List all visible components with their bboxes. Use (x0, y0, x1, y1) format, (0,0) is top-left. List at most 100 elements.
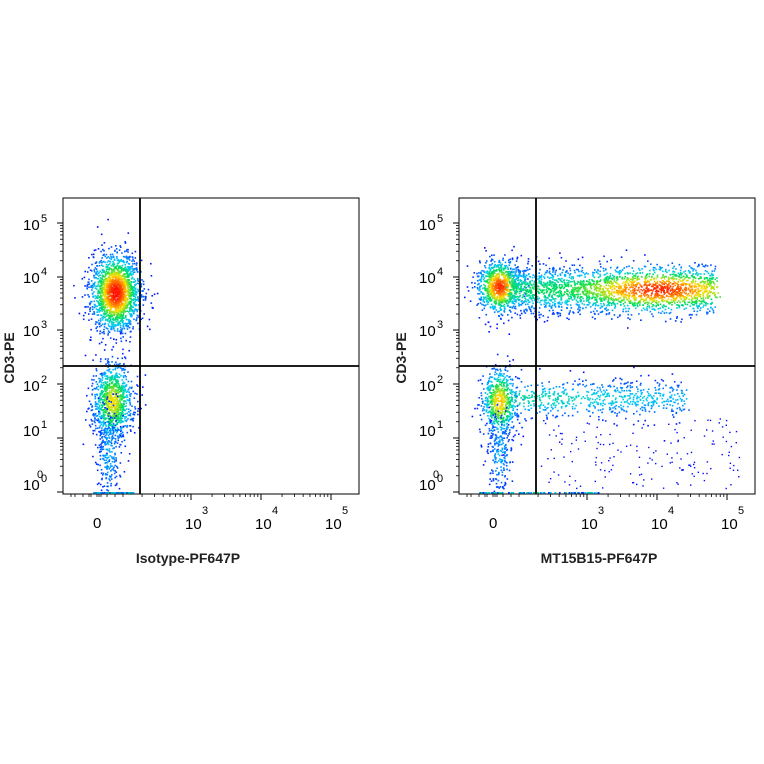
event-dot (101, 261, 104, 264)
event-dot (132, 271, 135, 274)
event-dot (120, 313, 122, 316)
event-dot (90, 418, 93, 421)
event-dot (508, 297, 511, 300)
event-dot (686, 294, 688, 296)
event-dot (103, 492, 106, 494)
event-dot (114, 429, 117, 431)
event-dot (127, 276, 130, 278)
event-dot (503, 281, 506, 283)
event-dot (568, 279, 570, 282)
event-dot (116, 271, 118, 274)
event-dot (132, 258, 134, 261)
event-dot (101, 477, 103, 480)
event-dot (135, 283, 137, 285)
event-dot (95, 369, 98, 372)
event-dot (104, 430, 107, 432)
event-dot (522, 288, 524, 290)
event-dot (102, 411, 105, 414)
event-dot (121, 440, 123, 443)
event-dot (111, 289, 113, 292)
event-dot (134, 268, 137, 270)
event-dot (105, 278, 107, 280)
event-dot (499, 287, 502, 290)
event-dot (489, 276, 491, 279)
event-dot (124, 356, 126, 358)
event-dot (622, 303, 625, 305)
event-dot (694, 262, 696, 264)
event-dot (123, 408, 126, 411)
event-dot (138, 304, 140, 306)
event-dot (133, 304, 135, 306)
event-dot (653, 269, 655, 272)
event-dot (113, 275, 116, 277)
event-dot (114, 318, 117, 320)
event-dot (99, 431, 101, 434)
event-dot (507, 259, 510, 261)
event-dot (130, 380, 133, 383)
event-dot (638, 267, 640, 270)
event-dot (104, 461, 107, 464)
event-dot (99, 270, 102, 273)
event-dot (507, 314, 509, 316)
event-dot (91, 385, 93, 387)
event-dot (98, 421, 100, 424)
event-dot (508, 279, 510, 282)
event-dot (110, 298, 112, 301)
event-dot (503, 291, 506, 294)
event-dot (103, 384, 105, 386)
event-dot (499, 262, 502, 264)
event-dot (121, 314, 124, 317)
event-dot (120, 417, 122, 420)
event-dot (114, 453, 116, 456)
event-dot (489, 279, 492, 282)
event-dot (106, 266, 109, 268)
event-dot (515, 274, 518, 277)
event-dot (98, 411, 100, 413)
event-dot (134, 411, 136, 414)
event-dot (92, 295, 95, 298)
event-dot (117, 394, 119, 397)
event-dot (520, 309, 522, 312)
event-dot (107, 400, 109, 403)
event-dot (130, 293, 133, 296)
event-dot (521, 302, 524, 305)
event-dot (106, 457, 109, 460)
event-dot (496, 323, 498, 326)
event-dot (667, 291, 669, 294)
event-dot (100, 385, 102, 388)
event-dot (120, 396, 123, 398)
event-dot (135, 264, 138, 266)
event-dot (511, 286, 514, 288)
event-dot (108, 397, 110, 399)
event-dot (140, 407, 142, 410)
event-dot (93, 492, 95, 494)
event-dot (516, 290, 519, 293)
event-dot (481, 292, 484, 294)
event-dot (127, 279, 129, 282)
event-dot (124, 292, 127, 294)
event-dot (94, 418, 96, 420)
event-dot (102, 492, 104, 494)
event-dot (486, 297, 489, 299)
event-dot (96, 469, 99, 472)
events (464, 245, 741, 494)
event-dot (472, 276, 474, 278)
event-dot (117, 306, 119, 308)
event-dot (512, 274, 514, 277)
event-dot (108, 320, 111, 322)
event-dot (497, 311, 499, 313)
event-dot (121, 398, 123, 400)
event-dot (94, 303, 96, 306)
event-dot (492, 289, 494, 292)
event-dot (508, 278, 511, 280)
event-dot (119, 284, 121, 287)
event-dot (105, 399, 107, 401)
event-dot (107, 465, 109, 468)
event-dot (108, 368, 110, 371)
event-dot (102, 409, 104, 411)
event-dot (105, 425, 108, 428)
event-dot (125, 278, 127, 281)
event-dot (502, 272, 505, 274)
event-dot (120, 340, 123, 343)
event-dot (101, 432, 103, 434)
